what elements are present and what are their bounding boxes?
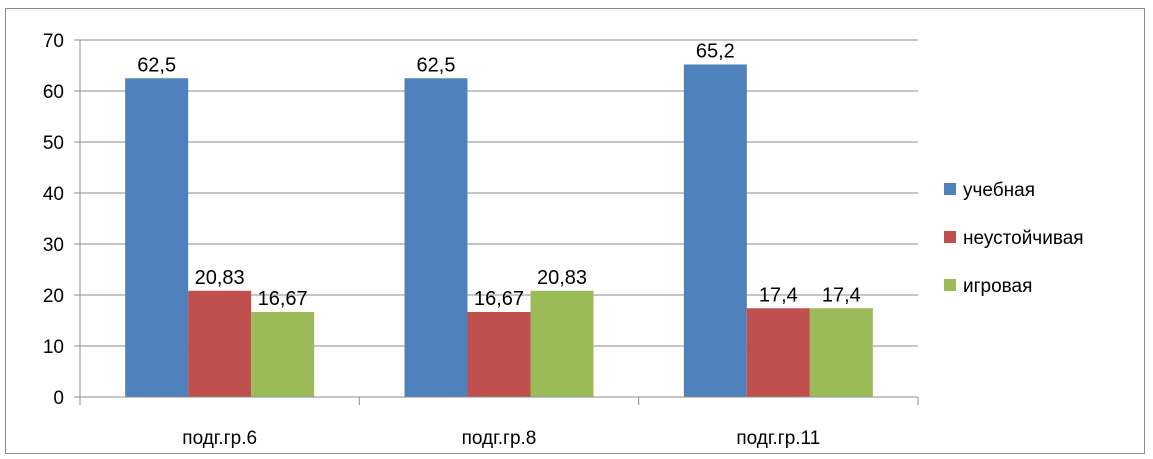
y-axis-tick-labels: 0 10 20 30 40 50 60 70	[43, 31, 64, 409]
y-tick-label: 50	[43, 133, 64, 154]
data-label: 16,67	[474, 288, 524, 310]
data-label: 62,5	[417, 54, 456, 76]
data-label: 17,4	[822, 284, 861, 306]
data-label: 16,67	[258, 288, 308, 310]
y-tick-label: 10	[43, 337, 64, 358]
x-tick-label: подг.гр.8	[462, 428, 537, 449]
y-tick-label: 0	[53, 388, 64, 409]
y-tick-label: 30	[43, 235, 64, 256]
x-axis-tick-labels: подг.гр.6 подг.гр.8 подг.гр.11	[182, 428, 820, 449]
y-tick-label: 70	[43, 31, 64, 52]
data-label: 20,83	[537, 267, 587, 289]
x-tick-label: подг.гр.11	[736, 428, 820, 449]
data-label: 17,4	[759, 284, 798, 306]
bars	[125, 64, 873, 397]
legend: учебная неустойчивая игровая	[944, 180, 1084, 297]
x-tick-label: подг.гр.6	[182, 428, 257, 449]
bar-3-3	[809, 308, 873, 397]
axes	[74, 39, 919, 405]
bar-1-1	[125, 78, 189, 397]
y-tick-label: 20	[43, 286, 64, 307]
bar-3-2	[530, 290, 594, 397]
legend-swatch	[944, 183, 956, 195]
y-tick-label: 40	[43, 184, 64, 205]
data-labels: 62,5 20,83 16,67 62,5 16,67 20,83 65,2 17,4 17,4	[137, 40, 861, 310]
legend-label: учебная	[963, 180, 1035, 201]
bar-3-1	[251, 311, 315, 397]
y-tick-label: 60	[43, 82, 64, 103]
legend-label: неустойчивая	[963, 228, 1084, 249]
legend-swatch	[944, 231, 956, 243]
data-label: 65,2	[696, 40, 735, 62]
legend-label: игровая	[963, 276, 1032, 297]
bar-2-1	[188, 290, 252, 397]
data-label: 20,83	[195, 267, 245, 289]
data-label: 62,5	[137, 54, 176, 76]
legend-swatch	[944, 279, 956, 291]
bar-1-2	[404, 78, 468, 397]
bar-2-3	[746, 308, 810, 397]
bar-2-2	[467, 311, 531, 397]
bar-1-3	[683, 64, 747, 397]
